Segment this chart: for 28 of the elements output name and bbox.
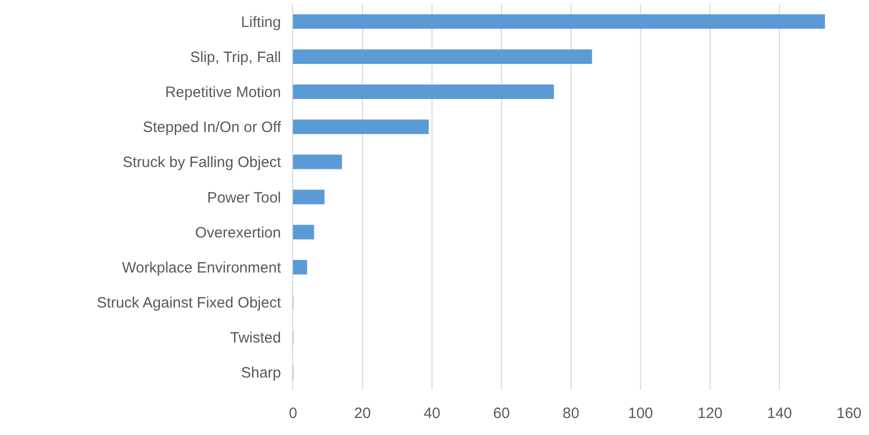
bar (293, 84, 554, 99)
y-tick-label: Struck by Falling Object (122, 154, 282, 172)
x-tick-label: 0 (288, 405, 298, 422)
bar (293, 154, 342, 170)
y-tick-label: Power Tool (207, 189, 281, 206)
bar (293, 14, 825, 29)
x-tick-label: 80 (562, 405, 580, 422)
y-tick-label: Slip, Trip, Fall (190, 48, 281, 66)
y-tick-label: Lifting (240, 14, 281, 31)
x-tick-label: 140 (766, 405, 792, 422)
y-tick-label: Sharp (240, 364, 281, 382)
y-tick-label: Workplace Environment (122, 259, 282, 276)
y-tick-label: Repetitive Motion (165, 84, 281, 101)
bar (293, 260, 308, 274)
x-tick-label: 160 (836, 405, 862, 422)
bar (293, 190, 325, 204)
x-tick-label: 40 (424, 405, 440, 422)
bar (293, 120, 429, 134)
y-tick-label: Stepped In/On or Off (142, 119, 282, 136)
y-tick-label: Overexertion (195, 224, 281, 242)
y-tick-label: Twisted (230, 330, 281, 347)
bar (293, 224, 314, 240)
bar (293, 49, 592, 64)
y-tick-label: Struck Against Fixed Object (96, 294, 282, 312)
x-tick-label: 100 (628, 405, 654, 422)
x-tick-label: 60 (493, 405, 510, 422)
x-tick-label: 20 (354, 405, 371, 422)
x-tick-label: 120 (697, 405, 723, 422)
